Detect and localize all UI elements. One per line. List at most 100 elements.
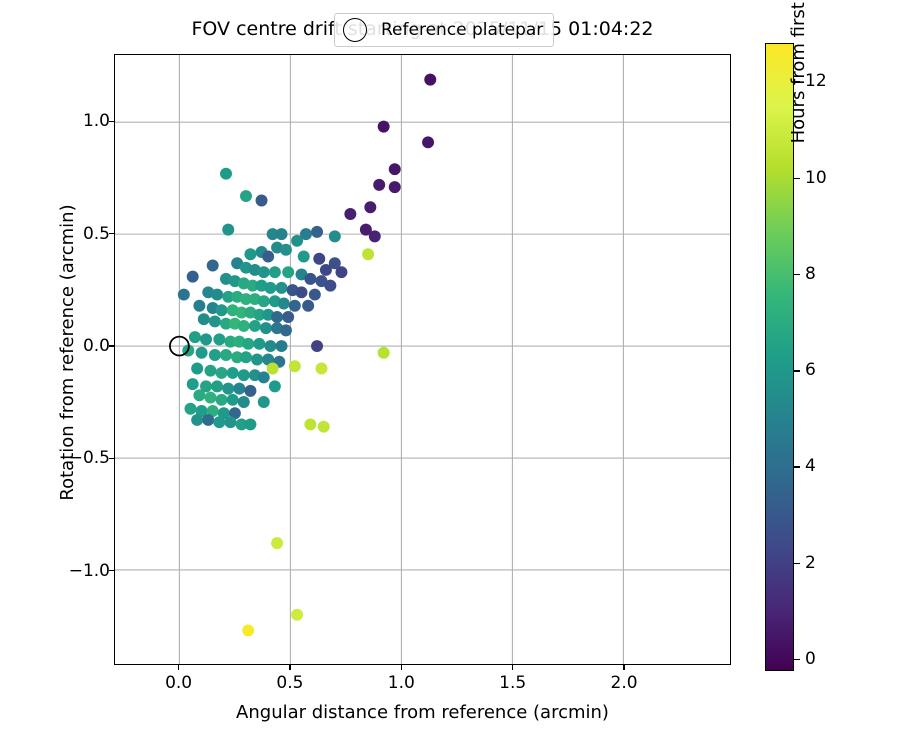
colorbar-tick-label: 12 (805, 71, 827, 92)
scatter-point (262, 353, 275, 366)
scatter-point (359, 223, 372, 236)
colorbar-tick-mark (794, 273, 800, 276)
x-tick-label: 2.0 (610, 673, 638, 693)
scatter-point (222, 290, 235, 303)
scatter-point (215, 366, 228, 379)
colorbar-tick-label: 10 (805, 167, 827, 188)
scatter-point (224, 335, 237, 348)
scatter-point (315, 362, 328, 375)
y-tick-mark (109, 457, 114, 460)
scatter-point (213, 416, 226, 429)
scatter-point (246, 279, 259, 292)
scatter-point (335, 266, 348, 279)
y-tick-mark (109, 345, 114, 347)
legend-open-circle-icon (343, 18, 367, 42)
colorbar-gradient (765, 43, 794, 671)
scatter-point (206, 259, 219, 272)
scatter-point (220, 317, 232, 330)
scatter-point (271, 537, 284, 550)
scatter-point (220, 349, 232, 362)
scatter-point (244, 384, 257, 397)
scatter-point (184, 402, 197, 415)
colorbar-tick-label: 2 (805, 552, 816, 573)
scatter-point (233, 382, 246, 395)
scatter-point (364, 201, 377, 214)
x-tick-mark (400, 665, 403, 670)
scatter-point (215, 304, 228, 317)
scatter-point (257, 266, 270, 279)
scatter-point (275, 340, 288, 353)
y-tick-label: −0.5 (68, 448, 110, 469)
scatter-point (191, 362, 204, 375)
scatter-point (373, 178, 386, 191)
scatter-point (202, 413, 215, 426)
scatter-point (211, 288, 224, 301)
scatter-point (235, 306, 248, 319)
scatter-point (297, 250, 310, 263)
scatter-point (319, 263, 332, 276)
scatter-point (282, 310, 295, 323)
scatter-point (308, 288, 321, 301)
scatter-point (237, 319, 250, 332)
y-tick-mark (109, 569, 114, 572)
x-tick-mark (512, 665, 514, 670)
y-tick-label: 1.0 (82, 111, 110, 132)
scatter-point (257, 295, 270, 308)
scatter-point (377, 120, 390, 133)
scatter-point (204, 364, 217, 377)
scatter-point (279, 324, 292, 337)
scatter-point (313, 252, 326, 265)
colorbar-tick-mark (794, 562, 800, 565)
y-tick-label: −1.0 (68, 560, 110, 581)
reference-platepar-marker (169, 335, 190, 357)
y-tick-mark (109, 120, 114, 123)
scatter-point (264, 340, 277, 353)
scatter-point (226, 393, 239, 406)
x-tick-mark (177, 665, 180, 670)
scatter-point (288, 360, 301, 373)
y-axis-label: Rotation from reference (arcmin) (57, 204, 78, 501)
colorbar: 0 2 4 6 8 10 12 (765, 43, 827, 671)
scatter-point (422, 136, 435, 149)
scatter-point (244, 248, 257, 261)
scatter-point (268, 380, 281, 393)
scatter-plot-area (115, 55, 730, 664)
x-tick-mark (289, 665, 291, 670)
scatter-point (362, 248, 375, 261)
colorbar-tick-label: 4 (805, 456, 816, 477)
scatter-point (264, 281, 277, 294)
scatter-point (424, 73, 437, 86)
scatter-point (186, 378, 199, 391)
scatter-point (291, 234, 304, 247)
scatter-point (200, 333, 213, 346)
scatter-point (291, 608, 304, 621)
scatter-point (299, 228, 312, 241)
scatter-point (248, 319, 261, 332)
scatter-point (240, 351, 252, 364)
legend: Reference platepar (334, 13, 555, 47)
scatter-point (237, 369, 250, 382)
y-tick-label: 0.0 (82, 336, 110, 357)
scatter-point (244, 418, 257, 431)
scatter-point (311, 340, 324, 353)
scatter-point (228, 407, 241, 420)
scatter-point (253, 308, 266, 321)
scatter-point (304, 418, 317, 431)
y-tick-mark (109, 233, 114, 235)
scatter-point (259, 322, 272, 335)
scatter-point (208, 349, 221, 362)
scatter-point (311, 225, 324, 238)
scatter-point (208, 315, 221, 328)
scatter-point (237, 396, 250, 409)
scatter-point (188, 331, 201, 344)
scatter-point (193, 389, 206, 402)
colorbar-tick-mark (794, 370, 800, 372)
scatter-point (240, 293, 252, 306)
colorbar-tick-mark (794, 81, 800, 83)
scatter-point (388, 181, 401, 194)
scatter-point (266, 228, 279, 241)
scatter-point (242, 624, 255, 637)
x-axis-label: Angular distance from reference (arcmin) (236, 702, 609, 723)
legend-entry-label: Reference platepar (381, 20, 544, 40)
scatter-point (213, 333, 226, 346)
